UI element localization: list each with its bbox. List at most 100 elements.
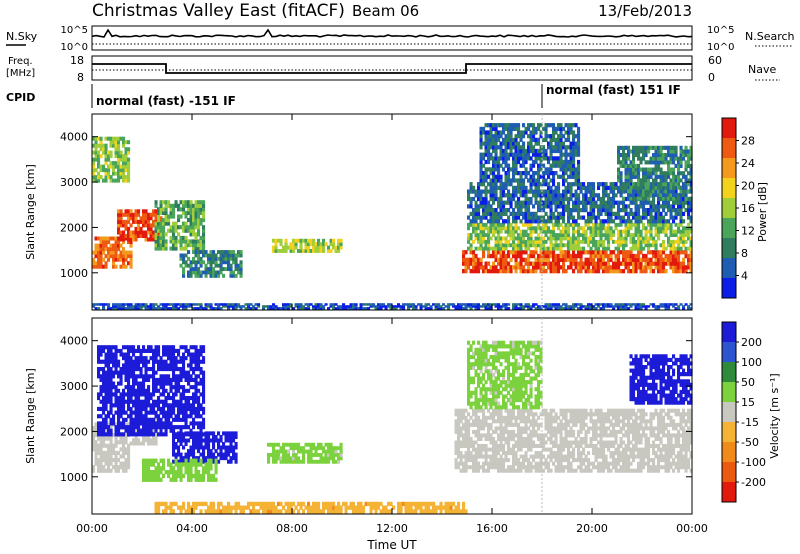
power-echo-cell bbox=[492, 261, 496, 266]
power-echo-cell bbox=[627, 226, 631, 231]
power-echo-cell bbox=[589, 236, 593, 241]
velocity-echo-cell bbox=[99, 425, 103, 430]
power-echo-cell bbox=[547, 229, 551, 234]
power-echo-cell bbox=[92, 171, 96, 176]
power-echo-cell bbox=[607, 222, 611, 227]
power-echo-cell bbox=[522, 200, 526, 205]
power-echo-cell bbox=[122, 234, 126, 238]
power-echo-cell bbox=[507, 123, 511, 128]
power-echo-cell bbox=[424, 307, 428, 310]
power-echo-cell bbox=[97, 236, 101, 241]
power-echo-cell bbox=[507, 261, 511, 266]
power-colorbar-tick-label: 8 bbox=[741, 247, 748, 260]
power-echo-cell bbox=[679, 261, 683, 266]
power-echo-cell bbox=[534, 229, 538, 234]
power-echo-cell bbox=[579, 250, 583, 255]
velocity-echo-cell bbox=[184, 417, 188, 422]
velocity-echo-cell bbox=[157, 403, 161, 408]
power-echo-cell bbox=[474, 261, 478, 266]
power-echo-cell bbox=[517, 250, 521, 255]
power-echo-cell bbox=[607, 239, 611, 244]
power-echo-cell bbox=[674, 189, 678, 194]
power-echo-cell bbox=[614, 253, 618, 259]
velocity-echo-cell bbox=[159, 417, 163, 422]
power-echo-cell bbox=[122, 247, 126, 252]
velocity-echo-cell bbox=[124, 374, 128, 379]
power-echo-cell bbox=[124, 234, 128, 238]
power-echo-cell bbox=[572, 163, 576, 168]
power-echo-cell bbox=[634, 211, 638, 216]
velocity-echo-cell bbox=[202, 421, 206, 426]
power-echo-cell bbox=[507, 130, 511, 135]
power-echo-cell bbox=[99, 140, 103, 145]
power-echo-cell bbox=[132, 237, 136, 242]
power-echo-cell bbox=[689, 243, 693, 248]
power-echo-cell bbox=[654, 204, 658, 209]
power-echo-cell bbox=[534, 159, 538, 165]
power-echo-cell bbox=[684, 250, 688, 255]
velocity-echo-cell bbox=[147, 438, 151, 443]
velocity-echo-cell bbox=[144, 370, 148, 375]
velocity-echo-cell bbox=[144, 425, 148, 430]
power-echo-cell bbox=[617, 174, 621, 179]
power-echo-cell bbox=[572, 193, 576, 198]
power-echo-cell bbox=[644, 196, 648, 201]
power-echo-cell bbox=[392, 305, 396, 308]
power-echo-cell bbox=[569, 257, 573, 262]
power-echo-cell bbox=[552, 171, 556, 176]
power-echo-cell bbox=[664, 246, 668, 251]
power-echo-cell bbox=[192, 221, 196, 226]
power-echo-cell bbox=[547, 200, 551, 205]
power-echo-cell bbox=[567, 305, 571, 308]
power-echo-cell bbox=[504, 307, 508, 310]
power-echo-cell bbox=[202, 200, 206, 205]
velocity-echo-cell bbox=[127, 461, 131, 466]
velocity-echo-cell bbox=[134, 406, 138, 411]
power-echo-cell bbox=[629, 185, 633, 190]
power-echo-cell bbox=[194, 253, 198, 258]
power-echo-cell bbox=[604, 305, 608, 308]
power-echo-cell bbox=[537, 156, 541, 161]
power-echo-cell bbox=[639, 192, 643, 197]
power-echo-cell bbox=[562, 174, 566, 179]
power-echo-cell bbox=[492, 215, 496, 220]
velocity-echo-cell bbox=[117, 450, 121, 455]
power-echo-cell bbox=[607, 193, 611, 198]
power-echo-cell bbox=[487, 208, 491, 213]
power-echo-cell bbox=[609, 265, 613, 270]
velocity-echo-cell bbox=[104, 425, 108, 430]
power-echo-cell bbox=[567, 239, 571, 244]
velocity-echo-cell bbox=[139, 392, 143, 397]
power-echo-cell bbox=[484, 171, 488, 176]
velocity-echo-cell bbox=[99, 399, 103, 404]
power-echo-cell bbox=[647, 250, 651, 255]
power-echo-cell bbox=[299, 242, 303, 247]
velocity-echo-cell bbox=[119, 454, 123, 459]
power-echo-cell bbox=[204, 267, 208, 271]
power-echo-cell bbox=[672, 208, 676, 213]
power-echo-cell bbox=[522, 145, 526, 150]
power-echo-cell bbox=[509, 126, 513, 131]
power-echo-cell bbox=[529, 145, 533, 150]
power-echo-cell bbox=[209, 273, 213, 278]
power-echo-cell bbox=[572, 148, 576, 154]
velocity-echo-cell bbox=[102, 396, 106, 401]
power-echo-cell bbox=[567, 189, 571, 194]
power-echo-cell bbox=[102, 150, 106, 155]
nave-tick-low: 0 bbox=[708, 71, 715, 84]
power-echo-cell bbox=[682, 200, 686, 205]
power-echo-cell bbox=[147, 307, 151, 310]
power-echo-cell bbox=[122, 254, 126, 259]
power-echo-cell bbox=[574, 145, 578, 150]
velocity-echo-cell bbox=[152, 425, 156, 430]
power-echo-cell bbox=[519, 137, 523, 142]
velocity-echo-cell bbox=[154, 414, 158, 419]
power-echo-cell bbox=[117, 140, 121, 145]
power-echo-cell bbox=[644, 145, 648, 150]
power-echo-cell bbox=[497, 137, 501, 142]
power-echo-cell bbox=[502, 305, 506, 308]
velocity-echo-cell bbox=[167, 406, 171, 411]
power-echo-cell bbox=[657, 219, 661, 224]
power-echo-cell bbox=[549, 141, 553, 146]
power-echo-cell bbox=[117, 136, 121, 141]
